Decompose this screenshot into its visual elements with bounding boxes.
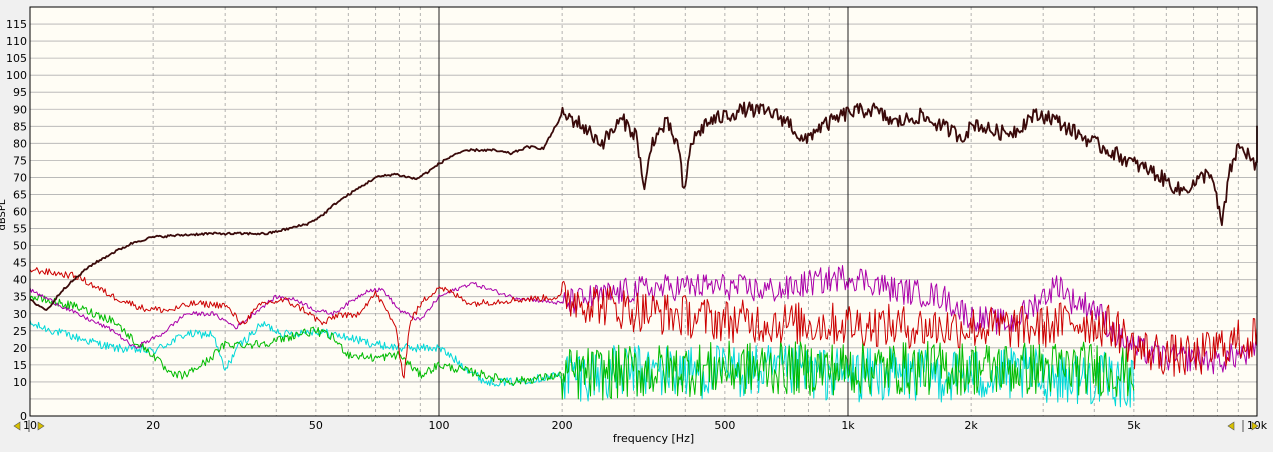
x-tick-label: 200 <box>552 419 573 432</box>
y-tick-label: 70 <box>13 171 27 184</box>
series-line <box>29 265 1258 375</box>
grid-lines <box>29 6 1257 417</box>
plot-frame <box>29 6 1258 417</box>
y-tick-label: 35 <box>13 291 27 304</box>
y-tick-label: 90 <box>13 103 27 116</box>
series-line <box>29 101 1258 311</box>
y-tick-label: 115 <box>6 18 27 31</box>
right-cursor-arrows-icon[interactable] <box>1227 420 1259 432</box>
x-tick-label: 20 <box>146 419 160 432</box>
y-tick-label: 105 <box>6 52 27 65</box>
series-line <box>29 267 1258 379</box>
y-tick-label: 10 <box>13 376 27 389</box>
y-tick-label: 95 <box>13 86 27 99</box>
y-tick-label: 50 <box>13 240 27 253</box>
y-tick-label: 30 <box>13 308 27 321</box>
y-tick-label: 60 <box>13 206 27 219</box>
y-tick-label: 55 <box>13 223 27 236</box>
y-tick-label: 15 <box>13 359 27 372</box>
y-tick-label: 45 <box>13 257 27 270</box>
y-tick-label: 20 <box>13 342 27 355</box>
x-tick-label: 50 <box>309 419 323 432</box>
y-tick-label: 0 <box>20 410 27 423</box>
x-tick-label: 5k <box>1127 419 1141 432</box>
x-axis-label: frequency [Hz] <box>613 432 694 445</box>
y-tick-label: 100 <box>6 69 27 82</box>
y-tick-label: 25 <box>13 325 27 338</box>
x-tick-label: 2k <box>964 419 978 432</box>
tick-labels: 1020501002005001k2k5k10k0101520253035404… <box>6 18 1268 432</box>
series-layer <box>29 101 1258 408</box>
y-axis-label: dBSPL <box>0 199 8 230</box>
y-tick-label: 85 <box>13 120 27 133</box>
y-tick-label: 110 <box>6 35 27 48</box>
y-tick-label: 80 <box>13 137 27 150</box>
x-tick-label: 100 <box>429 419 450 432</box>
x-tick-label: 1k <box>841 419 855 432</box>
series-line <box>29 294 1135 401</box>
y-tick-label: 40 <box>13 274 27 287</box>
x-tick-label: 500 <box>714 419 735 432</box>
y-tick-label: 65 <box>13 188 27 201</box>
left-cursor-arrows-icon[interactable] <box>13 420 45 432</box>
x-tick-label: 10 <box>23 419 37 432</box>
y-tick-label: 75 <box>13 154 27 167</box>
